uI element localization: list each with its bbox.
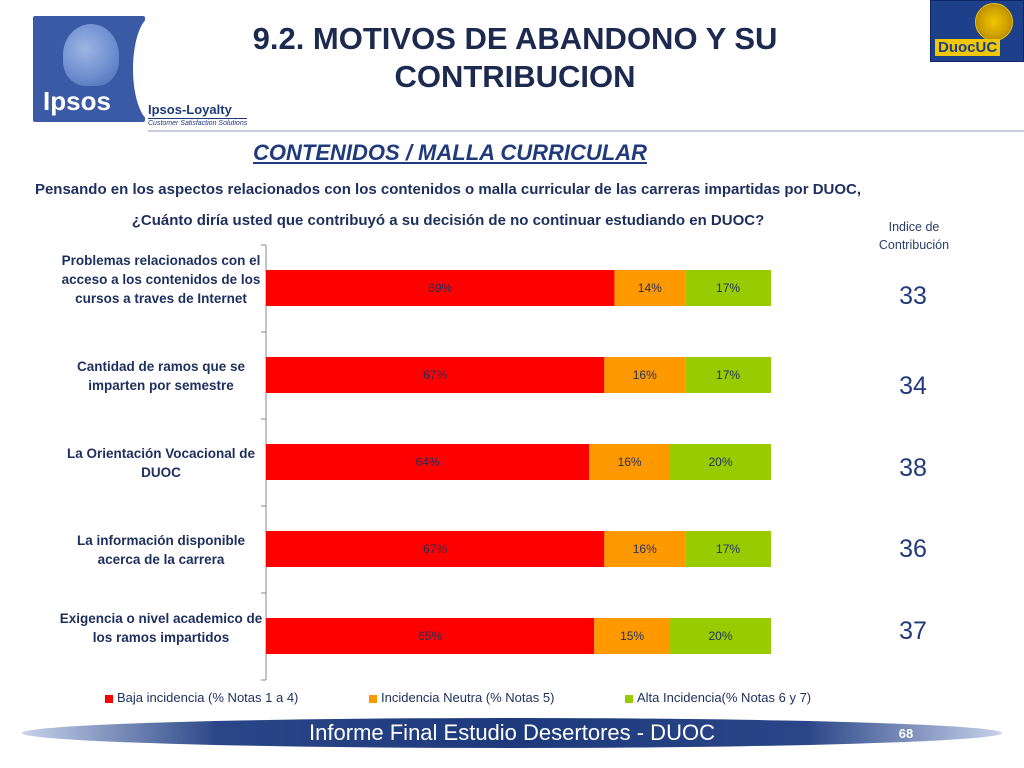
index-value: 33	[899, 282, 927, 310]
category-label: Problemas relacionados con el acceso a l…	[61, 253, 261, 306]
ipsos-loyalty-name: Ipsos-Loyalty	[148, 102, 232, 117]
bar-segment	[604, 531, 686, 567]
bar-data-label: 14%	[638, 281, 662, 295]
bar-data-label: 17%	[716, 281, 740, 295]
legend-item-baja: Baja incidencia (% Notas 1 a 4)	[105, 690, 298, 705]
duoc-logo: DuocUC	[930, 0, 1024, 62]
ipsos-logo-word: Ipsos	[43, 86, 111, 116]
bar-data-label: 15%	[620, 629, 644, 643]
bar-segment	[670, 618, 771, 654]
bar-data-label: 65%	[418, 629, 442, 643]
bar-segment	[266, 444, 590, 480]
survey-question: Pensando en los aspectos relacionados co…	[34, 181, 862, 229]
legend-label: Baja incidencia (% Notas 1 a 4)	[117, 690, 299, 705]
category-label: Cantidad de ramos que se imparten por se…	[76, 359, 246, 393]
ipsos-logo-curve	[133, 16, 145, 122]
legend-item-neutra: Incidencia Neutra (% Notas 5)	[369, 690, 554, 705]
bar-segment	[594, 618, 670, 654]
section-title: CONTENIDOS / MALLA CURRICULAR	[253, 140, 647, 165]
bar-segment	[266, 270, 615, 306]
legend-item-alta: Alta Incidencia(% Notas 6 y 7)	[625, 690, 811, 705]
ipsos-loyalty-tagline: Customer Satisfaction Solutions	[148, 118, 248, 127]
category-label: Exigencia o nivel academico de los ramos…	[59, 611, 263, 645]
legend-swatch	[625, 694, 633, 703]
ipsos-loyalty-logo: Ipsos-Loyalty Customer Satisfaction Solu…	[148, 102, 248, 127]
index-value: 34	[899, 372, 927, 400]
legend-swatch	[105, 694, 113, 703]
bar-data-label: 69%	[428, 281, 452, 295]
bar-data-label: 16%	[618, 455, 642, 469]
bar-segment	[685, 270, 771, 306]
bar-segment	[589, 444, 670, 480]
legend-swatch	[369, 694, 377, 703]
legend-label: Alta Incidencia(% Notas 6 y 7)	[637, 690, 812, 705]
bar-segment	[604, 357, 686, 393]
category-label: La información disponible acerca de la c…	[76, 533, 245, 567]
legend-label: Incidencia Neutra (% Notas 5)	[381, 690, 555, 705]
bar-segment	[670, 444, 771, 480]
ipsos-logo-face-icon	[63, 24, 119, 86]
chart-legend: Baja incidencia (% Notas 1 a 4) Incidenc…	[105, 690, 905, 710]
page-title: 9.2. MOTIVOS DE ABANDONO Y SU CONTRIBUCI…	[252, 21, 778, 94]
bar-data-label: 67%	[423, 368, 447, 382]
bar-segment	[614, 270, 686, 306]
bar-segment	[266, 531, 605, 567]
footer-bar	[22, 718, 1002, 748]
bar-data-label: 17%	[716, 542, 740, 556]
ipsos-logo: Ipsos	[33, 16, 145, 122]
bar-data-label: 20%	[708, 629, 732, 643]
page-number: 68	[898, 726, 914, 741]
index-value: 38	[899, 454, 927, 482]
bar-data-label: 17%	[716, 368, 740, 382]
index-value: 37	[899, 617, 927, 645]
bar-data-label: 64%	[416, 455, 440, 469]
duoc-logo-word: DuocUC	[935, 39, 1001, 56]
category-label: La Orientación Vocacional de DUOC	[66, 446, 256, 480]
bar-segment	[685, 357, 771, 393]
index-header: Indice de Contribución	[878, 220, 950, 252]
bar-segment	[685, 531, 771, 567]
footer-text: Informe Final Estudio Desertores - DUOC	[309, 720, 715, 745]
bar-data-label: 16%	[633, 542, 657, 556]
bar-data-label: 16%	[633, 368, 657, 382]
bar-data-label: 67%	[423, 542, 447, 556]
index-value: 36	[899, 535, 927, 563]
bar-segment	[266, 618, 595, 654]
title-divider	[148, 130, 1024, 132]
bar-segment	[266, 357, 605, 393]
bar-data-label: 20%	[708, 455, 732, 469]
